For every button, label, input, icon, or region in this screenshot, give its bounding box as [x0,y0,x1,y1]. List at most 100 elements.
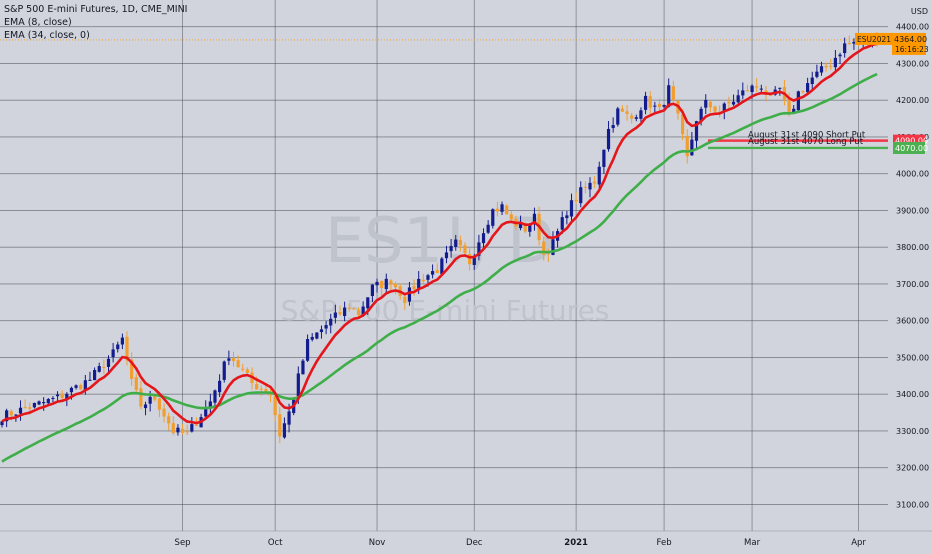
candle-body [55,394,60,397]
candle-body [218,380,222,393]
candle-body [731,101,736,105]
candle-body [393,283,398,288]
put-level-label: August 31st 4090 Short Put [748,131,866,141]
candle-body [134,377,138,390]
candle-body [343,307,347,317]
x-tick-label: Oct [268,538,283,548]
candle-body [472,255,476,265]
candle-body [713,106,717,112]
y-tick-label: 3700.00 [896,280,929,289]
candle-body [801,91,805,93]
candle-body [301,360,305,375]
y-tick-label: 3600.00 [896,317,929,326]
put-level-label: August 31st 4070 Long Put [748,137,864,147]
candle-body [167,416,171,424]
candle-body [768,95,773,97]
candle-body [569,200,574,217]
candle-body [9,411,13,416]
candle-body [505,205,509,215]
candle-body [620,108,625,112]
candle-body [46,399,50,404]
candle-body [532,213,537,225]
candle-body [5,410,9,422]
ema-8-line [1,42,878,425]
candle-body [231,358,236,362]
candle-body [417,278,421,289]
candle-body [634,117,638,119]
ema-fast-legend[interactable]: EMA (8, close) [4,17,72,28]
x-tick-label: Mar [744,538,761,548]
level-price-tag-text: 4090.00 [895,137,928,146]
candle-body [722,103,726,112]
y-tick-label: 4300.00 [896,59,929,68]
candle-body [477,242,481,256]
candle-body [648,96,652,108]
x-tick-label: Apr [851,538,866,548]
candle-body [704,99,708,108]
candle-body [32,402,37,408]
candle-body [143,404,148,409]
candle-body [93,370,97,381]
candle-body [852,41,856,44]
candle-body [407,287,412,302]
candle-body [241,368,245,370]
candle-body [65,393,69,400]
candle-body [421,279,425,282]
candle-body [741,90,745,96]
countdown-text: 16:16:23 [895,45,929,54]
candle-body [116,344,120,350]
candle-body [14,414,18,416]
time-axis[interactable]: SepOctNovDec2021FebMarAprMayJunJul [0,530,932,550]
candle-body [79,384,83,390]
candle-body [148,396,152,404]
candle-body [444,252,449,259]
candle-body [611,125,615,129]
y-tick-label: 4400.00 [896,23,929,32]
candle-body [329,318,333,326]
candle-body [18,407,23,414]
candle-body [778,87,782,89]
candle-body [370,284,374,296]
price-axis[interactable]: USD 3100.00 3200.00 3300.00 3400.00 3500.00 36… [888,0,932,550]
candle-body [685,135,689,157]
candle-body [389,280,393,285]
candle-body [430,271,435,275]
candle-body [426,275,430,280]
candle-body [51,398,55,400]
candle-body [518,222,523,229]
x-tick-label: Feb [657,538,672,548]
candle-body [806,83,810,93]
ema-lines [1,42,878,463]
candle-body [305,339,310,361]
candle-body [593,181,597,184]
y-tick-label: 3400.00 [896,390,929,399]
ema-slow-legend[interactable]: EMA (34, close, 0) [4,30,90,41]
candle-body [227,358,231,361]
candle-body [60,393,64,398]
candle-body [630,115,634,119]
candle-body [69,387,74,393]
candle-body [606,128,611,150]
candle-body [310,336,314,340]
y-tick-label: 3100.00 [896,500,929,509]
candle-body [338,312,342,315]
candle-body [755,86,759,88]
candle-body [815,71,819,77]
candle-body [171,423,175,434]
candle-body [727,101,731,104]
candle-body [579,187,583,204]
symbol-title[interactable]: S&P 500 E-mini Futures, 1D, CME_MINI [4,4,188,15]
candle-body [838,54,842,57]
candle-body [319,329,324,333]
candle-body [204,407,208,417]
x-tick-label: Sep [175,538,191,548]
candle-body [667,85,671,107]
candle-body [694,121,699,141]
candle-body [194,424,199,426]
candle-body [245,369,249,373]
candle-body [500,204,504,212]
candle-body [551,239,555,255]
